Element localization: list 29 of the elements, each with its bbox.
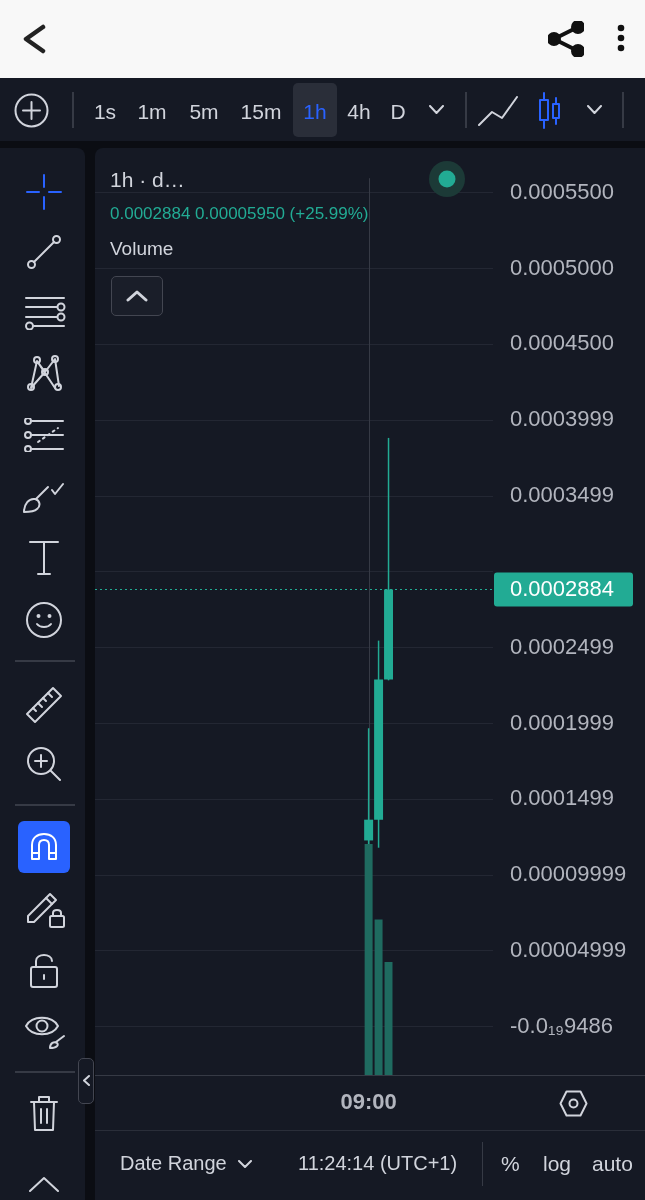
text: D — [390, 99, 406, 123]
y-tick-label: -0.0₁₉9486 — [510, 1012, 613, 1038]
ref-line-label: 0.0002884 — [510, 576, 614, 602]
text: log — [543, 1152, 572, 1175]
chart-subtitle: 1h · d… — [110, 168, 185, 191]
text: auto — [592, 1152, 633, 1175]
candlestick — [384, 437, 393, 682]
y-tick-label: 0.0001499 — [510, 785, 614, 811]
y-tick-label: 0.0004500 — [510, 330, 614, 356]
y-tick-label: 0.0005500 — [510, 178, 614, 204]
text: 5m — [189, 99, 219, 123]
annotation: 0.0002884 0.00005950 (+25.99%) — [110, 204, 369, 223]
y-tick-label: 0.00004999 — [510, 936, 627, 962]
y-tick-label: 0.00009999 — [510, 861, 627, 887]
y-tick-label: 0.0003499 — [510, 482, 614, 508]
text: 1h — [303, 99, 327, 123]
y-tick-label: 0.0001999 — [510, 709, 614, 735]
text: 1s — [93, 99, 117, 123]
text: Date Range — [120, 1152, 227, 1174]
x-tick-label: 09:00 — [340, 1089, 397, 1115]
text: 1m — [137, 99, 167, 123]
y-tick-label: 0.0002499 — [510, 633, 614, 659]
text: % — [501, 1152, 520, 1175]
text: 11:24:14 (UTC+1) — [298, 1152, 458, 1174]
chart-title: Volume — [110, 238, 174, 259]
text: 15m — [240, 99, 282, 123]
y-tick-label: 0.0005000 — [510, 254, 614, 280]
text: 4h — [347, 99, 371, 123]
y-tick-label: 0.0003999 — [510, 406, 614, 432]
